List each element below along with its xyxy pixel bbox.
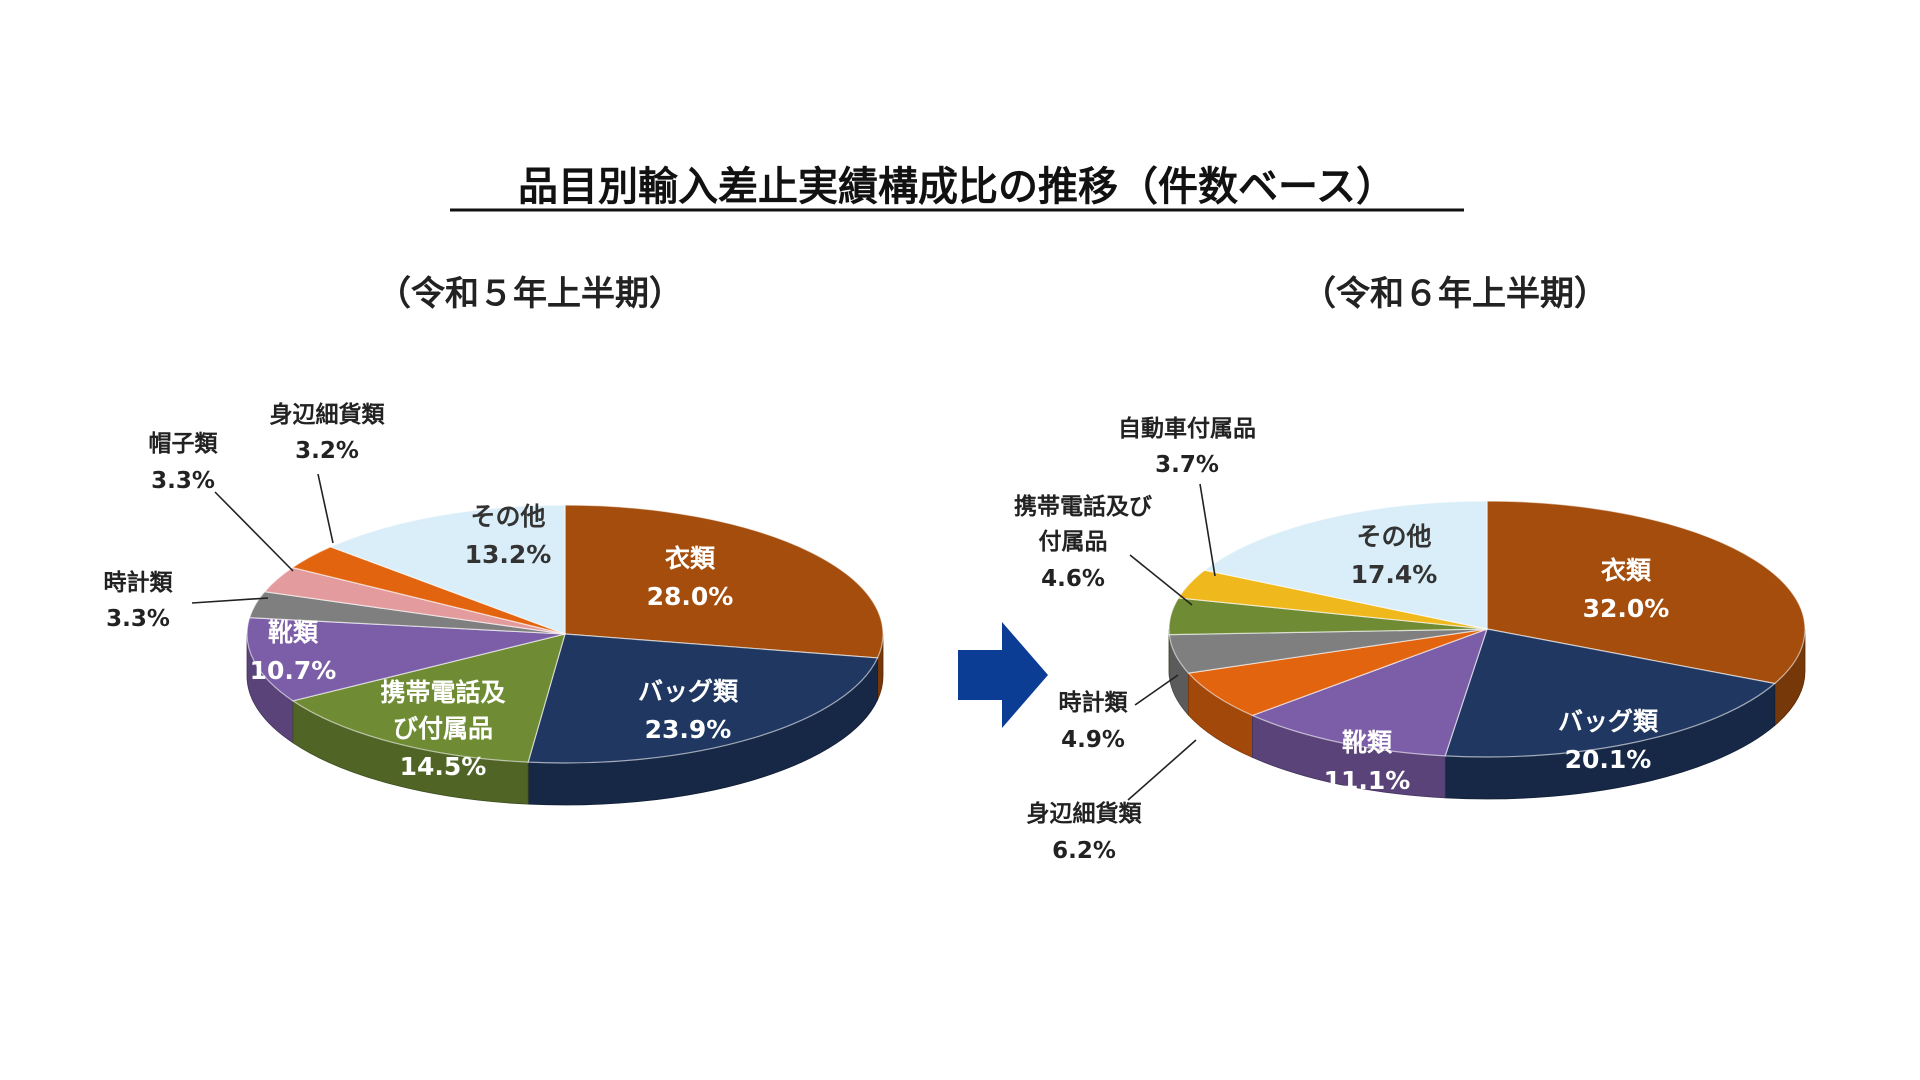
pie1-value-clothing: 28.0%	[647, 582, 734, 611]
pie1-label-hats: 帽子類	[149, 431, 219, 457]
pie1-value-shoes: 10.7%	[250, 656, 337, 685]
pie1-label-accessories: 身辺細貨類	[270, 401, 386, 428]
pie2-label-phones-line2: 付属品	[1039, 529, 1108, 555]
pie2-slice-clothing	[1486, 500, 1806, 685]
pie1-leader-line-hats	[214, 491, 294, 572]
pie2-slice-shoes	[1250, 628, 1488, 757]
pie2-leader-line-phones	[1129, 554, 1193, 606]
pie2-value-bags: 20.1%	[1565, 745, 1652, 774]
pie2-label-watches: 時計類	[1059, 689, 1129, 716]
pie2-leader-line-watches	[1134, 674, 1179, 706]
pie2-label-clothing: 衣類	[1601, 556, 1652, 585]
pie1-label-phones-line1: 携帯電話及	[380, 678, 505, 707]
pie2-leader-line-accessories	[1127, 739, 1197, 801]
pie1-label-shoes: 靴類	[268, 618, 319, 647]
pie2-value-car-parts: 3.7%	[1155, 452, 1219, 478]
pie2-label-other: その他	[1356, 522, 1431, 551]
figure-title: 品目別輸入差止実績構成比の推移（件数ベース）	[518, 164, 1396, 210]
pie1-value-other: 13.2%	[465, 540, 552, 569]
pie2-label-phones-line1: 携帯電話及び	[1014, 493, 1152, 520]
pie2-slice-accessories	[1187, 628, 1488, 717]
pie1-slice-other	[329, 504, 566, 635]
pie1-label-watches: 時計類	[104, 569, 174, 596]
pie-chart-reiwa6: 衣類 32.0% バッグ類 20.1% 靴類 11.1% 身辺細貨類 6.2% 時計類 4.9% 携…	[1014, 415, 1806, 864]
pie1-leader-line-watches	[191, 597, 269, 604]
pie1-value-accessories: 3.2%	[295, 438, 359, 464]
pie2-label-bags: バッグ類	[1558, 707, 1659, 736]
pie2-slice-other	[1203, 500, 1488, 630]
pie2-label-shoes: 靴類	[1342, 728, 1393, 757]
pie1-slice-phones	[291, 633, 566, 763]
pie1-slice-clothing	[564, 504, 884, 659]
pie1-label-other: その他	[470, 502, 545, 531]
pie2-value-clothing: 32.0%	[1583, 594, 1670, 623]
pie2-value-watches: 4.9%	[1061, 727, 1125, 753]
pie2-label-car-parts: 自動車付属品	[1118, 415, 1256, 442]
pie2-value-accessories: 6.2%	[1052, 838, 1116, 864]
pie2-value-other: 17.4%	[1351, 560, 1438, 589]
right-arrow-icon	[958, 622, 1048, 728]
pie1-value-phones: 14.5%	[400, 752, 487, 781]
chart-1-subtitle: （令和５年上半期）	[377, 274, 683, 314]
pie1-slice-shoes	[246, 617, 566, 702]
pie1-label-clothing: 衣類	[665, 544, 716, 573]
pie1-value-hats: 3.3%	[151, 468, 215, 494]
pie1-value-watches: 3.3%	[106, 606, 170, 632]
pie2-slice-bags	[1444, 628, 1777, 758]
pie2-value-shoes: 11.1%	[1324, 766, 1411, 795]
pie2-label-accessories: 身辺細貨類	[1027, 800, 1143, 827]
pie1-slice-bags	[527, 633, 879, 764]
chart-2-subtitle: （令和６年上半期）	[1302, 274, 1608, 314]
pie1-value-bags: 23.9%	[645, 715, 732, 744]
pie1-label-bags: バッグ類	[638, 677, 739, 706]
pie1-leader-line-accessories	[317, 473, 334, 544]
pie1-label-phones-line2: び付属品	[393, 714, 493, 743]
pie2-leader-line-car-parts	[1199, 483, 1216, 577]
pie2-value-phones: 4.6%	[1041, 566, 1105, 592]
